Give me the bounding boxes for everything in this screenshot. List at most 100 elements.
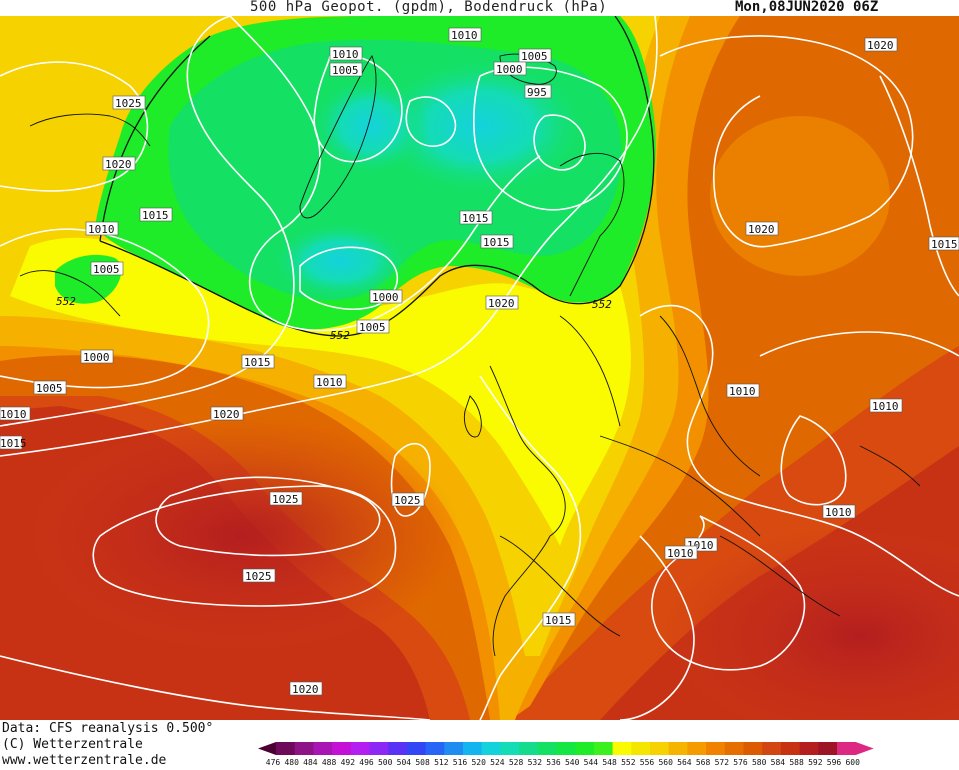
isobars <box>0 16 959 720</box>
color-legend-tick-label: 492 <box>341 758 356 767</box>
color-legend-swatches <box>258 742 874 755</box>
isobar-label: 1015 <box>244 356 271 369</box>
color-legend-tick-label: 500 <box>378 758 393 767</box>
isobar-label: 1005 <box>93 263 120 276</box>
color-legend-swatch <box>593 742 614 755</box>
isobar-label: 995 <box>527 86 547 99</box>
color-legend-tick-label: 524 <box>490 758 505 767</box>
geopotential-label: 552 <box>592 298 612 311</box>
color-legend-arrow-low <box>258 742 276 755</box>
color-legend-tick-label: 560 <box>658 758 673 767</box>
isobar-label: 1010 <box>332 48 359 61</box>
isobar-label: 1015 <box>0 437 27 450</box>
color-legend-tick-label: 584 <box>771 758 786 767</box>
isobar-label: 1000 <box>496 63 523 76</box>
color-legend-swatch <box>780 742 801 755</box>
isobar-label: 1020 <box>748 223 775 236</box>
color-legend-swatch <box>668 742 688 755</box>
color-legend-swatch <box>818 742 838 755</box>
color-legend-swatch <box>463 742 483 755</box>
color-legend-tick-label: 516 <box>453 758 468 767</box>
color-legend-tick-label: 592 <box>808 758 823 767</box>
color-legend-swatch <box>388 742 408 755</box>
field-low-core-south <box>270 221 410 301</box>
isobar-label: 1010 <box>316 376 343 389</box>
isobar-label: 1025 <box>245 570 272 583</box>
color-legend-tick-label: 596 <box>827 758 842 767</box>
geopotential-label: 552 <box>56 295 76 308</box>
isobar-label: 1000 <box>83 351 110 364</box>
color-legend-tick-label: 528 <box>509 758 524 767</box>
isobar-label: 1025 <box>394 494 421 507</box>
isobar-label: 1020 <box>213 408 240 421</box>
website-credit: www.wetterzentrale.de <box>2 753 167 768</box>
color-legend-swatch <box>276 742 296 755</box>
isobar-label: 1005 <box>332 64 359 77</box>
color-legend-swatch <box>350 742 370 755</box>
color-legend-tick-label: 600 <box>845 758 860 767</box>
color-legend-swatch <box>631 742 651 755</box>
color-legend-tick-label: 476 <box>266 758 281 767</box>
field-ridge-med <box>660 526 959 720</box>
weather-map-canvas: 1010 1005 1005 1000 995 1025 1020 1015 1… <box>0 16 959 720</box>
color-legend-swatch <box>332 742 352 755</box>
color-legend-swatch <box>481 742 501 755</box>
isobar-label: 1005 <box>359 321 386 334</box>
color-legend-swatch <box>313 742 333 755</box>
color-legend-swatch <box>556 742 576 755</box>
isobar-label: 1015 <box>462 212 489 225</box>
isobar-label: 1020 <box>867 39 894 52</box>
isobar-label: 1000 <box>372 291 399 304</box>
field-ridge-russia <box>710 116 890 276</box>
field-band-556 <box>10 237 631 546</box>
color-legend-tick-label: 532 <box>528 758 543 767</box>
isobar-label: 1015 <box>483 236 510 249</box>
color-legend-swatch <box>500 742 520 755</box>
weather-map: 1010 1005 1005 1000 995 1025 1020 1015 1… <box>0 16 959 720</box>
color-legend-tick-label: 496 <box>359 758 374 767</box>
isobar-label: 1010 <box>729 385 756 398</box>
copyright-credit: (C) Wetterzentrale <box>2 737 143 752</box>
color-legend-tick-label: 588 <box>789 758 804 767</box>
color-legend-tick-label: 552 <box>621 758 636 767</box>
isobar-label: 1015 <box>142 209 169 222</box>
color-legend-tick-label: 488 <box>322 758 337 767</box>
color-legend-tick-label: 572 <box>715 758 730 767</box>
color-legend-swatch <box>369 742 389 755</box>
color-legend-tick-label: 564 <box>677 758 692 767</box>
color-legend-swatch <box>294 742 314 755</box>
color-legend-swatch <box>650 742 670 755</box>
color-legend-swatch <box>706 742 726 755</box>
color-legend-swatch <box>425 742 445 755</box>
color-legend-swatch <box>537 742 557 755</box>
color-legend-tick-label: 540 <box>565 758 580 767</box>
color-legend-tick-label: 536 <box>546 758 561 767</box>
valid-datetime: Mon,08JUN2020 06Z <box>735 0 879 15</box>
isobar-label: 1015 <box>931 238 958 251</box>
isobar-label: 1010 <box>0 408 27 421</box>
color-legend-swatch <box>743 742 763 755</box>
color-legend-tick-label: 544 <box>584 758 599 767</box>
color-legend-swatch <box>799 742 819 755</box>
isobar-label: 1010 <box>88 223 115 236</box>
isobar-label: 1005 <box>36 382 63 395</box>
isobar-label: 1010 <box>451 29 478 42</box>
color-legend-tick-label: 484 <box>303 758 318 767</box>
color-legend: 476 480 484 488 492 496 500 504 508 512 516 520 524 5… <box>258 742 874 767</box>
isobar-label: 1020 <box>292 683 319 696</box>
color-legend-swatch <box>519 742 539 755</box>
color-legend-swatch <box>406 742 427 755</box>
contour-552 <box>99 16 655 337</box>
isobar-labels: 1010 1005 1005 1000 995 1025 1020 1015 1… <box>0 27 959 696</box>
isobar-label: 1005 <box>521 50 548 63</box>
isobar-label: 1020 <box>488 297 515 310</box>
isobar-label: 1010 <box>667 547 694 560</box>
geopotential-label: 552 <box>330 329 350 342</box>
color-legend-tick-label: 520 <box>471 758 486 767</box>
isobar-label: 1025 <box>115 97 142 110</box>
field-low-core-west <box>310 76 430 176</box>
color-legend-swatch <box>724 742 744 755</box>
map-title: 500 hPa Geopot. (gpdm), Bodendruck (hPa) <box>250 0 608 15</box>
color-legend-tick-label: 576 <box>733 758 748 767</box>
color-legend-tick-label: 504 <box>397 758 412 767</box>
